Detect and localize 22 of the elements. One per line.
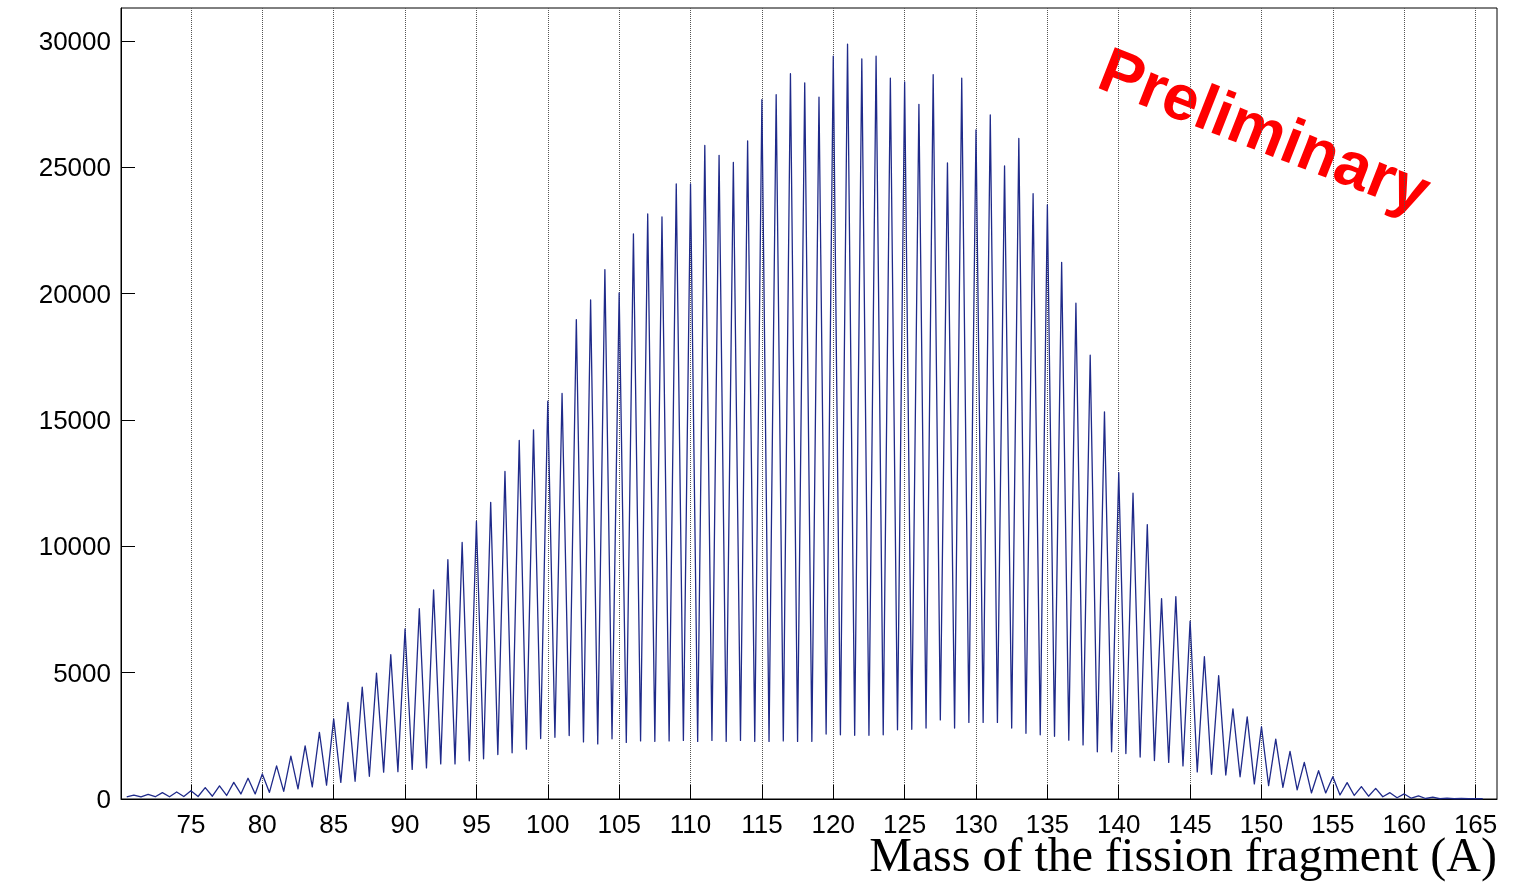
x-tick-label: 100 bbox=[526, 809, 570, 839]
x-tick-label: 85 bbox=[319, 809, 349, 839]
y-tick-label: 5000 bbox=[53, 657, 111, 688]
x-tick-label: 155 bbox=[1311, 809, 1355, 839]
y-tick-label: 20000 bbox=[38, 278, 111, 309]
y-tick-label: 10000 bbox=[38, 531, 111, 562]
y-tick-label: 25000 bbox=[38, 152, 111, 183]
x-tick-label: 160 bbox=[1382, 809, 1426, 839]
x-tick-label: 95 bbox=[461, 809, 491, 839]
x-tick-label: 120 bbox=[811, 809, 855, 839]
x-tick-label: 110 bbox=[669, 809, 712, 839]
x-tick-label: 80 bbox=[247, 809, 277, 839]
x-tick-label: 75 bbox=[176, 809, 206, 839]
x-tick-label: 105 bbox=[597, 809, 641, 839]
line-series bbox=[126, 43, 1484, 800]
x-tick-label: 115 bbox=[741, 809, 783, 839]
x-tick-label: 130 bbox=[954, 809, 998, 839]
y-tick-label: 15000 bbox=[38, 404, 111, 435]
y-tick-label: 30000 bbox=[38, 25, 111, 56]
x-tick-label: 90 bbox=[390, 809, 420, 839]
x-tick-label: 145 bbox=[1168, 809, 1212, 839]
y-tick-label: 0 bbox=[96, 784, 111, 814]
